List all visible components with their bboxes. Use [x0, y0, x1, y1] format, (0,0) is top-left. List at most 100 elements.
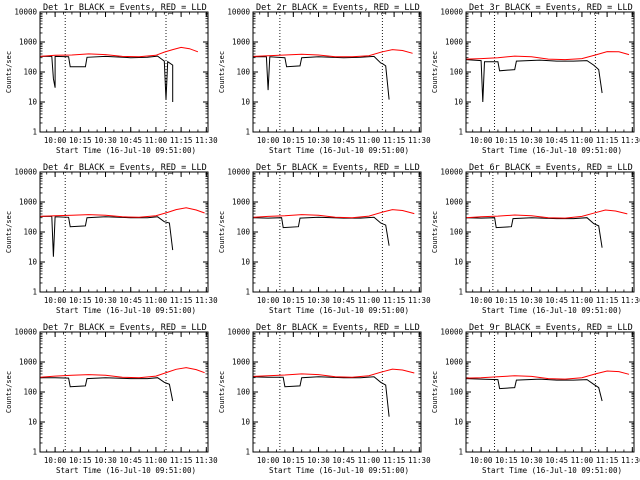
x-tick-label: 11:00 [358, 296, 381, 305]
plot-title: Det 4r BLACK = Events, RED = LLD [43, 163, 207, 173]
y-tick-label: 1000 [19, 198, 38, 207]
x-tick-label: 10:00 [44, 296, 67, 305]
series-line-lld [465, 370, 630, 380]
y-tick-label: 10000 [14, 8, 37, 17]
x-axis-label: Start Time (16-Jul-10 09:51:00) [482, 466, 622, 475]
x-tick-label: 10:30 [307, 456, 330, 465]
plot-panel-8: Det 8r BLACK = Events, RED = LLD Counts/s… [218, 323, 431, 475]
series-line-events [252, 216, 390, 246]
plot-title: Det 8r BLACK = Events, RED = LLD [256, 323, 420, 333]
x-tick-label: 10:15 [282, 456, 305, 465]
plot-frame [465, 331, 635, 453]
x-tick-label: 11:30 [621, 296, 640, 305]
series-line-lld [252, 49, 413, 58]
y-tick-label: 1 [32, 288, 37, 297]
y-tick-label: 1000 [232, 38, 251, 47]
y-tick-label: 10000 [440, 168, 463, 177]
y-tick-label: 1 [245, 288, 250, 297]
x-tick-label: 11:30 [195, 136, 218, 145]
legend-glyph-icon: ⌐ [168, 329, 173, 338]
x-tick-label: 11:15 [596, 456, 619, 465]
x-tick-label: 10:45 [545, 136, 568, 145]
x-tick-label: 10:00 [470, 136, 493, 145]
x-tick-label: 11:15 [596, 296, 619, 305]
y-axis-label: Counts/sec [431, 371, 439, 413]
x-tick-label: 11:00 [358, 136, 381, 145]
x-tick-label: 10:00 [44, 136, 67, 145]
plot-title: Det 5r BLACK = Events, RED = LLD [256, 163, 420, 173]
y-axis-label: Counts/sec [5, 211, 13, 253]
y-tick-label: 1 [245, 448, 250, 457]
x-tick-label: 10:00 [470, 296, 493, 305]
x-tick-label: 10:45 [545, 456, 568, 465]
x-tick-label: 11:30 [408, 296, 431, 305]
series-line-events [40, 215, 174, 257]
legend-glyph-icon: ⌐ [594, 329, 599, 338]
y-tick-label: 10 [454, 258, 464, 267]
x-tick-label: 11:15 [170, 136, 193, 145]
x-tick-label: 10:15 [69, 136, 92, 145]
y-tick-label: 100 [236, 388, 250, 397]
plot-frame [252, 171, 422, 293]
plot-title: Det 9r BLACK = Events, RED = LLD [469, 323, 633, 333]
x-axis-label: Start Time (16-Jul-10 09:51:00) [269, 306, 409, 315]
x-tick-label: 10:45 [119, 296, 142, 305]
x-tick-label: 10:15 [495, 296, 518, 305]
legend-glyph-icon: ⌐ [381, 329, 386, 338]
series-line-lld [252, 368, 415, 378]
x-tick-label: 10:45 [332, 136, 355, 145]
plot-panel-6: Det 6r BLACK = Events, RED = LLD Counts/s… [431, 163, 640, 315]
legend-glyph-icon: ⌐ [381, 169, 386, 178]
plot-title: Det 7r BLACK = Events, RED = LLD [43, 323, 207, 333]
y-tick-label: 10 [241, 98, 251, 107]
y-tick-label: 1000 [232, 358, 251, 367]
x-tick-label: 11:30 [408, 456, 431, 465]
series-line-events [40, 55, 174, 102]
y-tick-label: 100 [449, 228, 463, 237]
plot-frame [39, 171, 209, 293]
x-tick-label: 11:00 [145, 296, 168, 305]
y-tick-label: 10 [28, 98, 38, 107]
y-tick-label: 1000 [445, 38, 464, 47]
legend-glyph-icon: ⌐ [594, 9, 599, 18]
x-tick-label: 11:15 [383, 456, 406, 465]
x-tick-label: 11:00 [145, 456, 168, 465]
x-axis-label: Start Time (16-Jul-10 09:51:00) [482, 146, 622, 155]
x-tick-label: 10:15 [495, 136, 518, 145]
y-tick-label: 10 [241, 418, 251, 427]
x-tick-label: 10:45 [332, 296, 355, 305]
plot-panel-5: Det 5r BLACK = Events, RED = LLD Counts/s… [218, 163, 431, 315]
x-tick-label: 10:00 [257, 296, 280, 305]
x-tick-label: 11:00 [571, 456, 594, 465]
x-tick-label: 10:15 [282, 136, 305, 145]
x-tick-label: 10:45 [119, 456, 142, 465]
y-tick-label: 10000 [440, 8, 463, 17]
y-tick-label: 1 [458, 448, 463, 457]
x-tick-label: 10:30 [307, 136, 330, 145]
y-axis-label: Counts/sec [431, 51, 439, 93]
x-axis-label: Start Time (16-Jul-10 09:51:00) [269, 466, 409, 475]
x-tick-label: 10:15 [69, 296, 92, 305]
x-axis-label: Start Time (16-Jul-10 09:51:00) [269, 146, 409, 155]
y-tick-label: 100 [23, 68, 37, 77]
y-tick-label: 10 [454, 418, 464, 427]
plot-frame [39, 11, 209, 133]
plot-frame [465, 171, 635, 293]
plot-panel-3: Det 3r BLACK = Events, RED = LLD Counts/s… [431, 3, 640, 155]
plot-frame [39, 331, 209, 453]
y-tick-label: 100 [236, 68, 250, 77]
y-axis-label: Counts/sec [218, 371, 226, 413]
y-tick-label: 1 [458, 288, 463, 297]
series-line-events [253, 55, 390, 100]
x-tick-label: 11:30 [408, 136, 431, 145]
x-tick-label: 11:30 [621, 136, 640, 145]
y-axis-label: Counts/sec [431, 211, 439, 253]
plot-title: Det 1r BLACK = Events, RED = LLD [43, 3, 207, 13]
series-line-lld [39, 207, 205, 218]
series-line-lld [39, 46, 199, 58]
x-tick-label: 11:00 [571, 296, 594, 305]
plot-frame [252, 11, 422, 133]
x-axis-label: Start Time (16-Jul-10 09:51:00) [56, 306, 196, 315]
x-tick-label: 10:30 [94, 456, 117, 465]
